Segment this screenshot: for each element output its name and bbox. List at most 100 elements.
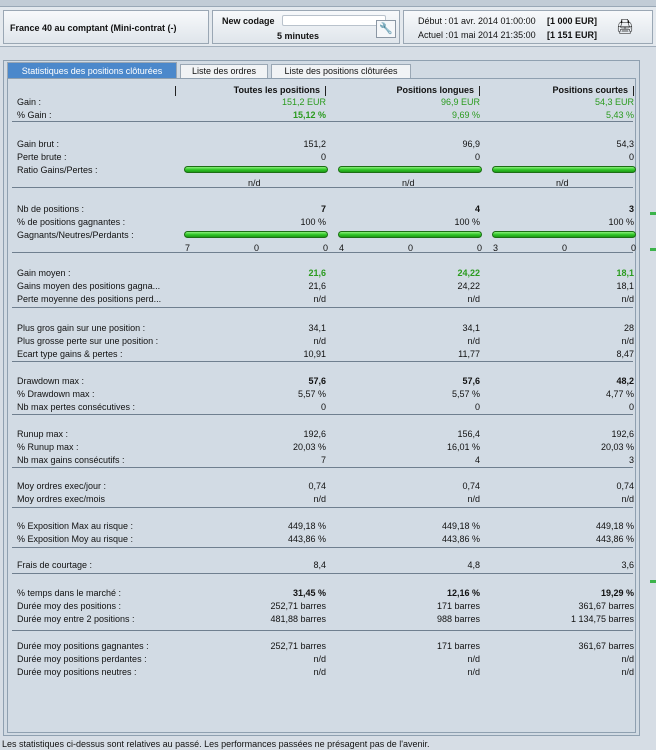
column-header-all: Toutes les positions [233, 85, 320, 95]
row-separator [12, 414, 633, 415]
stat-value-gain-brut-short: 54,3 [616, 139, 634, 149]
gnp-count-short: 0 [562, 243, 568, 254]
stat-label-plus-grosse-perte: Plus grosse perte sur une position : [17, 336, 159, 347]
stat-value-frais-short: 3,6 [621, 560, 634, 570]
ratio-value-short: n/d [556, 178, 569, 189]
stat-value-runup-max-long: 156,4 [457, 429, 480, 439]
stat-value-nb-max-gains-long: 4 [474, 455, 480, 466]
stat-value-duree-moy-entre-long: 988 barres [436, 614, 480, 625]
tab-positions-cloturees[interactable]: Liste des positions clôturées [271, 64, 411, 78]
stat-label-pct-temps: % temps dans le marché : [17, 588, 122, 598]
gnp-count-all: 0 [254, 243, 260, 254]
codage-input[interactable] [282, 15, 386, 26]
date-range-box: Début : 01 avr. 2014 01:00:00 [1 000 EUR… [403, 10, 653, 44]
stat-value-moy-ordres-mois-short: n/d [621, 494, 634, 505]
stats-table: Toutes les positions Positions longues Pos… [7, 78, 636, 733]
stat-value-gain-moyen-all: 21,6 [308, 268, 326, 278]
stat-label-gain-pct: % Gain : [17, 110, 52, 121]
row-separator [12, 121, 633, 122]
row-separator [12, 573, 633, 574]
gnp-bar-short [492, 231, 636, 239]
side-marker [650, 248, 656, 251]
instrument-name: France 40 au comptant (Mini-contrat (-) [3, 10, 209, 44]
stat-value-pct-drawdown-all: 5,57 % [297, 389, 326, 400]
stat-value-pct-runup-long: 16,01 % [446, 442, 480, 453]
debut-date: 01 avr. 2014 01:00:00 [448, 16, 536, 26]
stat-value-pct-temps-short: 19,29 % [600, 588, 634, 598]
tab-liste-ordres[interactable]: Liste des ordres [180, 64, 268, 78]
stat-value-gain-all: 151,2 EUR [281, 97, 326, 107]
stat-label-gains-moyen-gagn: Gains moyen des positions gagna... [17, 281, 161, 292]
stat-value-pct-drawdown-short: 4,77 % [605, 389, 634, 400]
stat-value-perte-moy-perd-all: n/d [313, 294, 326, 305]
gnp-bar-all [184, 231, 328, 239]
stat-value-nb-max-pertes-short: 0 [628, 402, 634, 413]
column-header-short: Positions courtes [552, 85, 628, 95]
stat-label-duree-moy-entre: Durée moy entre 2 positions : [17, 614, 135, 625]
stat-value-gain-brut-long: 96,9 [462, 139, 480, 149]
ratio-value-all: n/d [248, 178, 261, 189]
side-marker [650, 580, 656, 583]
header-bar: France 40 au comptant (Mini-contrat (-) … [0, 7, 656, 47]
row-separator [12, 547, 633, 548]
stat-value-gain-brut-all: 151,2 [303, 139, 326, 149]
period-label: 5 minutes [276, 31, 319, 41]
stat-value-perte-brute-short: 0 [628, 152, 634, 163]
printer-icon[interactable]: 🖨 [616, 18, 634, 34]
stat-value-ecart-type-short: 8,47 [616, 349, 634, 360]
stat-value-nb-positions-short: 3 [628, 204, 634, 214]
column-divider [175, 86, 176, 96]
ratio-value-long: n/d [402, 178, 415, 189]
stat-value-drawdown-max-long: 57,6 [462, 376, 480, 386]
stat-value-nb-positions-all: 7 [320, 204, 326, 214]
stat-label-nb-max-gains: Nb max gains consécutifs : [17, 455, 125, 466]
stat-value-duree-gagn-long: 171 barres [436, 641, 480, 651]
gnp-count-all: 0 [323, 243, 329, 254]
stat-label-frais: Frais de courtage : [17, 560, 93, 570]
stat-value-duree-moy-entre-short: 1 134,75 barres [570, 614, 634, 625]
stat-value-duree-neutres-long: n/d [467, 667, 480, 678]
stat-value-frais-long: 4,8 [467, 560, 480, 570]
stat-value-expo-moy-all: 443,86 % [287, 534, 326, 545]
stat-value-duree-moy-pos-long: 171 barres [436, 601, 480, 612]
actuel-date: 01 mai 2014 21:35:00 [448, 30, 536, 40]
stat-label-expo-max: % Exposition Max au risque : [17, 521, 134, 531]
wrench-icon[interactable]: 🔧 [376, 20, 396, 38]
column-divider [479, 86, 480, 96]
debut-label: Début : [418, 16, 448, 26]
stat-label-duree-neutres: Durée moy positions neutres : [17, 667, 137, 678]
stat-value-perte-brute-long: 0 [474, 152, 480, 163]
gnp-count-all: 7 [185, 243, 191, 254]
stat-value-runup-max-short: 192,6 [611, 429, 634, 439]
gnp-count-short: 0 [631, 243, 637, 254]
stat-label-drawdown-max: Drawdown max : [17, 376, 85, 386]
stat-label-ratio: Ratio Gains/Pertes : [17, 165, 98, 176]
stat-value-expo-max-short: 449,18 % [595, 521, 634, 531]
side-marker [650, 212, 656, 215]
stat-value-gains-moyen-gagn-all: 21,6 [308, 281, 326, 292]
stat-value-plus-grosse-perte-long: n/d [467, 336, 480, 347]
tab-statistiques[interactable]: Statistiques des positions clôturées [7, 62, 177, 79]
stat-label-pct-drawdown: % Drawdown max : [17, 389, 95, 400]
stat-value-duree-perd-long: n/d [467, 654, 480, 665]
stat-value-pct-temps-all: 31,45 % [292, 588, 326, 598]
stat-value-pct-runup-all: 20,03 % [292, 442, 326, 453]
stat-label-nb-max-pertes: Nb max pertes consécutives : [17, 402, 136, 413]
gnp-count-long: 0 [408, 243, 414, 254]
codage-label: New codage [222, 16, 275, 26]
actuel-amount: [1 151 EUR] [547, 30, 598, 40]
column-divider [325, 86, 326, 96]
stat-label-moy-ordres-mois: Moy ordres exec/mois [17, 494, 106, 505]
stat-label-gain-brut: Gain brut : [17, 139, 60, 149]
stat-value-expo-moy-long: 443,86 % [441, 534, 480, 545]
stat-value-expo-max-long: 449,18 % [441, 521, 480, 531]
ratio-bar-short [492, 166, 636, 174]
stat-value-gain-pct-long: 9,69 % [451, 110, 480, 121]
gnp-count-long: 4 [339, 243, 345, 254]
stat-label-pct-runup: % Runup max : [17, 442, 79, 453]
stat-value-drawdown-max-all: 57,6 [308, 376, 326, 386]
stat-label-duree-perd: Durée moy positions perdantes : [17, 654, 147, 665]
gnp-count-short: 3 [493, 243, 499, 254]
stat-value-duree-moy-pos-all: 252,71 barres [270, 601, 326, 612]
stat-value-pct-gagnantes-long: 100 % [454, 217, 480, 228]
